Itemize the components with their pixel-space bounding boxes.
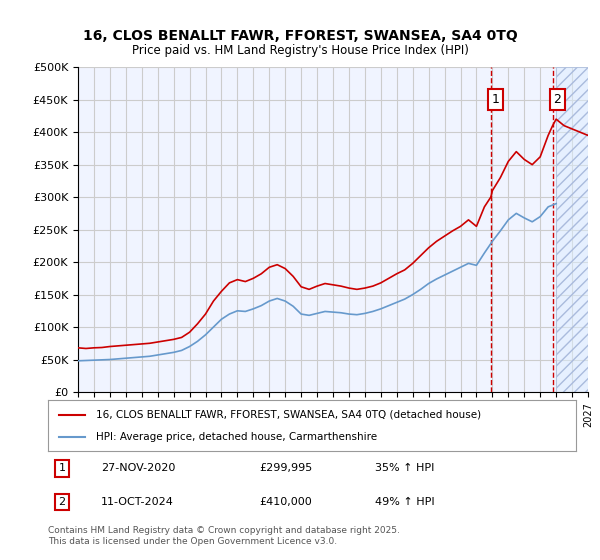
Text: 27-NOV-2020: 27-NOV-2020 — [101, 463, 175, 473]
Text: 1: 1 — [59, 463, 65, 473]
Text: 1: 1 — [491, 93, 499, 106]
Text: 2: 2 — [59, 497, 65, 507]
Text: 16, CLOS BENALLT FAWR, FFOREST, SWANSEA, SA4 0TQ: 16, CLOS BENALLT FAWR, FFOREST, SWANSEA,… — [83, 29, 517, 44]
Bar — [556, 67, 588, 392]
Text: 16, CLOS BENALLT FAWR, FFOREST, SWANSEA, SA4 0TQ (detached house): 16, CLOS BENALLT FAWR, FFOREST, SWANSEA,… — [95, 409, 481, 419]
Text: This data is licensed under the Open Government Licence v3.0.: This data is licensed under the Open Gov… — [48, 538, 337, 547]
Text: £410,000: £410,000 — [259, 497, 312, 507]
Text: Price paid vs. HM Land Registry's House Price Index (HPI): Price paid vs. HM Land Registry's House … — [131, 44, 469, 57]
Text: HPI: Average price, detached house, Carmarthenshire: HPI: Average price, detached house, Carm… — [95, 432, 377, 442]
Text: 11-OCT-2024: 11-OCT-2024 — [101, 497, 173, 507]
Text: 2: 2 — [553, 93, 562, 106]
Text: 49% ↑ HPI: 49% ↑ HPI — [376, 497, 435, 507]
Bar — [556, 67, 588, 392]
Text: Contains HM Land Registry data © Crown copyright and database right 2025.: Contains HM Land Registry data © Crown c… — [48, 526, 400, 535]
Text: £299,995: £299,995 — [259, 463, 313, 473]
Text: 35% ↑ HPI: 35% ↑ HPI — [376, 463, 435, 473]
